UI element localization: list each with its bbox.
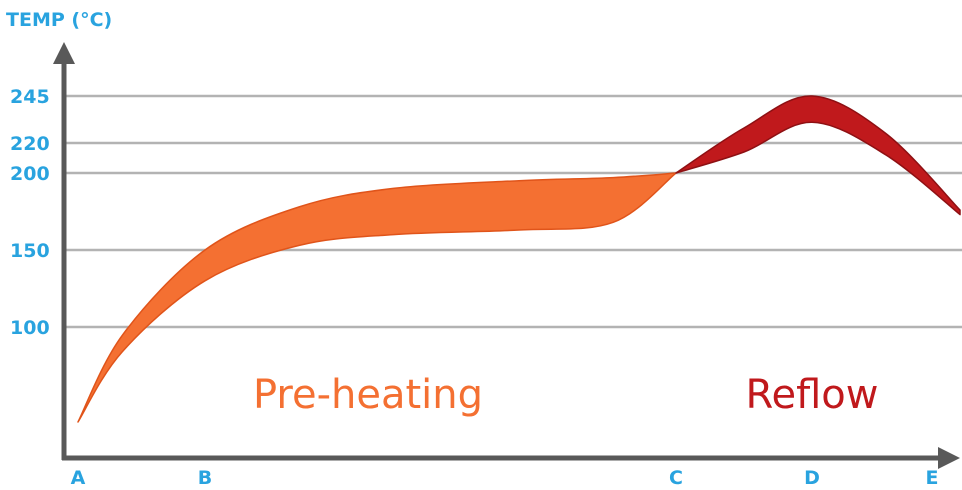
x-tick-label-c: C	[669, 467, 683, 489]
axes	[53, 42, 960, 469]
x-tick-label-a: A	[71, 467, 86, 489]
y-tick-label: 100	[10, 317, 50, 339]
x-tick-labels: A B C D E	[71, 467, 939, 489]
y-tick-label: 245	[10, 86, 50, 108]
y-tick-labels: 100 150 200 220 245	[10, 86, 50, 339]
region-labels: Pre-heating Reflow	[253, 372, 879, 418]
area-reflow	[675, 95, 961, 216]
region-label-pre-heating: Pre-heating	[253, 372, 483, 418]
x-tick-label-b: B	[198, 467, 212, 489]
y-tick-label: 200	[10, 163, 50, 185]
y-tick-label: 220	[10, 133, 50, 155]
y-axis-arrow-icon	[53, 42, 75, 64]
x-tick-label-e: E	[926, 467, 939, 489]
x-axis-arrow-icon	[938, 447, 960, 469]
y-tick-label: 150	[10, 240, 50, 262]
region-label-reflow: Reflow	[746, 372, 879, 418]
series-areas	[77, 95, 961, 423]
y-axis-label: TEMP (°C)	[6, 9, 112, 31]
x-tick-label-d: D	[804, 467, 820, 489]
